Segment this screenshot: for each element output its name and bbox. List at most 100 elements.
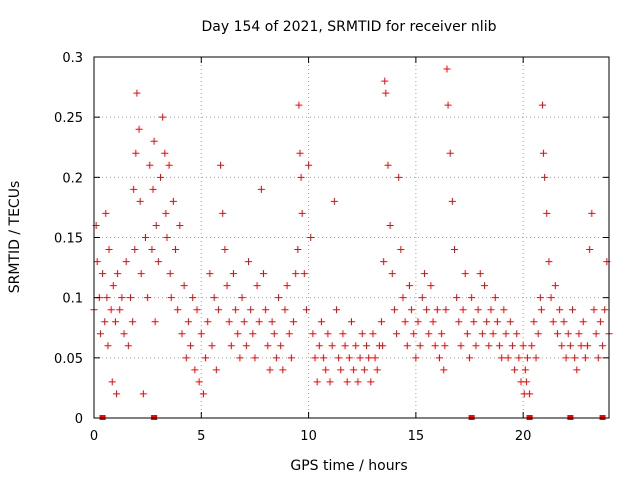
data-point: [206, 270, 214, 278]
data-point: [343, 378, 351, 386]
chart-title: Day 154 of 2021, SRMTID for receiver nli…: [202, 19, 497, 35]
data-point: [481, 282, 489, 290]
data-point: [592, 330, 600, 338]
data-point: [234, 330, 242, 338]
data-point: [521, 366, 529, 374]
data-point: [245, 258, 252, 266]
data-point: [151, 318, 159, 326]
data-point: [165, 161, 173, 169]
data-point: [350, 366, 358, 374]
data-point: [478, 330, 486, 338]
data-point: [129, 318, 137, 326]
data-point: [317, 318, 325, 326]
data-point: [382, 89, 390, 97]
data-point: [596, 318, 604, 326]
data-point: [562, 354, 570, 362]
data-point: [399, 294, 407, 302]
data-point: [414, 318, 422, 326]
y-tick-label: 0.1: [62, 292, 83, 307]
data-point: [429, 318, 437, 326]
data-point: [577, 342, 585, 350]
data-point: [523, 354, 531, 362]
data-point: [485, 342, 493, 350]
data-point: [208, 342, 216, 350]
data-point: [348, 318, 355, 326]
data-point: [545, 258, 553, 266]
data-point: [588, 209, 596, 217]
data-point: [581, 354, 589, 362]
data-point: [441, 342, 449, 350]
data-point: [225, 318, 233, 326]
data-point: [378, 318, 386, 326]
data-point: [373, 366, 381, 374]
data-point: [549, 318, 557, 326]
data-point: [453, 294, 461, 302]
data-point: [324, 330, 332, 338]
x-axis-label: GPS time / hours: [290, 458, 407, 474]
data-point: [136, 197, 144, 205]
data-point: [412, 354, 420, 362]
grid: [94, 57, 609, 418]
data-point: [298, 209, 306, 217]
data-points: [90, 65, 613, 398]
data-point: [159, 113, 167, 121]
data-point: [247, 306, 255, 314]
data-point: [292, 270, 300, 278]
data-point: [420, 270, 428, 278]
data-point: [283, 282, 291, 290]
data-point: [513, 330, 521, 338]
data-point: [146, 161, 154, 169]
data-point: [496, 342, 504, 350]
data-point: [132, 149, 140, 157]
data-point: [489, 330, 497, 338]
y-tick-label: 0.3: [62, 51, 83, 66]
data-point: [260, 270, 268, 278]
data-point: [300, 270, 308, 278]
x-tick-label: 10: [300, 429, 317, 444]
data-point: [579, 318, 587, 326]
data-point: [551, 282, 559, 290]
data-point: [305, 161, 313, 169]
data-point: [463, 330, 471, 338]
data-point: [169, 197, 177, 205]
data-point: [107, 306, 115, 314]
data-point: [423, 306, 431, 314]
data-point: [285, 330, 293, 338]
data-point: [281, 306, 289, 314]
data-point: [586, 246, 594, 254]
data-point: [401, 318, 409, 326]
data-point: [538, 101, 546, 109]
data-point: [345, 354, 353, 362]
data-point: [157, 173, 165, 181]
data-point: [137, 270, 145, 278]
data-point: [367, 378, 375, 386]
data-point: [564, 330, 572, 338]
data-point: [104, 342, 112, 350]
data-point: [386, 221, 394, 229]
data-point: [223, 282, 231, 290]
data-point: [540, 149, 548, 157]
data-point: [229, 270, 237, 278]
data-point: [522, 378, 530, 386]
data-point: [493, 318, 501, 326]
y-tick-label: 0.25: [54, 111, 83, 126]
data-point: [515, 354, 523, 362]
data-point: [337, 366, 345, 374]
data-point: [395, 173, 403, 181]
data-point: [296, 149, 304, 157]
data-point: [166, 270, 174, 278]
data-point: [102, 209, 110, 217]
data-point: [526, 390, 534, 398]
data-point: [530, 318, 538, 326]
data-point: [320, 354, 328, 362]
data-point: [219, 209, 227, 217]
data-point: [287, 354, 295, 362]
data-point: [390, 306, 398, 314]
data-point: [472, 342, 480, 350]
data-point: [502, 330, 510, 338]
data-point: [193, 306, 201, 314]
data-point: [369, 330, 377, 338]
data-point: [405, 282, 413, 290]
data-point: [108, 378, 116, 386]
